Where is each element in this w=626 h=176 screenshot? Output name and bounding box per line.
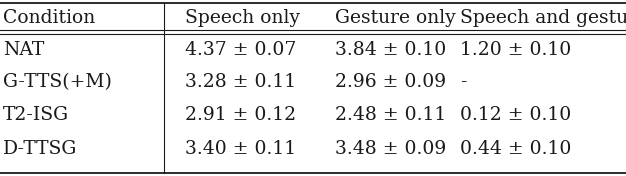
Text: NAT: NAT: [3, 41, 44, 59]
Text: 2.48 ± 0.11: 2.48 ± 0.11: [335, 106, 446, 124]
Text: 0.12 ± 0.10: 0.12 ± 0.10: [460, 106, 572, 124]
Text: 1.20 ± 0.10: 1.20 ± 0.10: [460, 41, 572, 59]
Text: 0.44 ± 0.10: 0.44 ± 0.10: [460, 140, 572, 158]
Text: Speech only: Speech only: [185, 10, 300, 27]
Text: Condition: Condition: [3, 10, 95, 27]
Text: Speech and gesture: Speech and gesture: [460, 10, 626, 27]
Text: -: -: [460, 73, 466, 91]
Text: 3.84 ± 0.10: 3.84 ± 0.10: [335, 41, 446, 59]
Text: 2.96 ± 0.09: 2.96 ± 0.09: [335, 73, 446, 91]
Text: 2.91 ± 0.12: 2.91 ± 0.12: [185, 106, 296, 124]
Text: G-TTS(+M): G-TTS(+M): [3, 73, 112, 91]
Text: D-TTSG: D-TTSG: [3, 140, 78, 158]
Text: 3.40 ± 0.11: 3.40 ± 0.11: [185, 140, 296, 158]
Text: 3.48 ± 0.09: 3.48 ± 0.09: [335, 140, 446, 158]
Text: Gesture only: Gesture only: [335, 10, 456, 27]
Text: 3.28 ± 0.11: 3.28 ± 0.11: [185, 73, 296, 91]
Text: T2-ISG: T2-ISG: [3, 106, 69, 124]
Text: 4.37 ± 0.07: 4.37 ± 0.07: [185, 41, 296, 59]
